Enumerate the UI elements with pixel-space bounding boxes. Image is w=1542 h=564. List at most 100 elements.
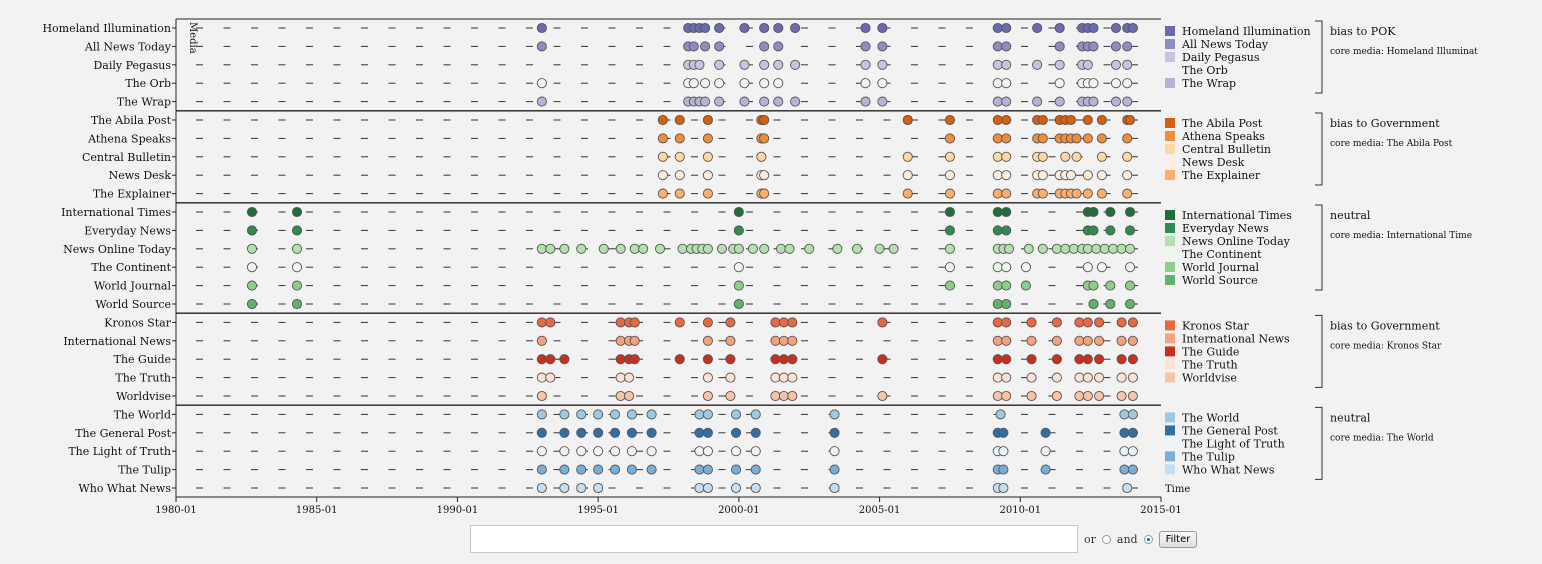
data-point bbox=[593, 446, 604, 457]
data-point bbox=[860, 41, 871, 52]
data-point bbox=[1023, 243, 1034, 254]
data-point bbox=[992, 151, 1003, 162]
row-label: The Guide bbox=[114, 353, 171, 366]
legend-swatch bbox=[1165, 170, 1175, 180]
legend-label: The Tulip bbox=[1182, 450, 1235, 463]
data-point bbox=[725, 354, 736, 365]
data-point bbox=[1110, 22, 1122, 34]
data-point bbox=[1001, 280, 1012, 291]
data-point bbox=[1051, 243, 1062, 254]
data-point bbox=[1110, 78, 1122, 89]
data-point bbox=[545, 372, 556, 383]
data-point bbox=[877, 96, 888, 107]
legend-label: The Orb bbox=[1182, 64, 1228, 77]
data-point bbox=[694, 59, 705, 70]
data-point bbox=[992, 41, 1003, 52]
data-point bbox=[1001, 59, 1012, 70]
data-point bbox=[1105, 280, 1116, 291]
data-point bbox=[992, 335, 1003, 346]
axes-layer: 1980-01 1985-01 1990-01 1995-01 2000-01 2005-… bbox=[42, 18, 1182, 516]
data-point bbox=[536, 390, 547, 402]
row-label: International News bbox=[63, 335, 171, 348]
data-point bbox=[1094, 354, 1105, 365]
data-point bbox=[1082, 390, 1093, 402]
data-point bbox=[615, 372, 626, 383]
data-point bbox=[1051, 372, 1062, 383]
data-point bbox=[291, 298, 303, 310]
row-label: News Online Today bbox=[63, 243, 172, 256]
data-point bbox=[787, 317, 798, 328]
data-point bbox=[1001, 96, 1012, 107]
legend-label: The Truth bbox=[1182, 358, 1238, 371]
data-point bbox=[657, 151, 668, 162]
data-point bbox=[1096, 114, 1107, 126]
data-point bbox=[702, 372, 713, 383]
data-point bbox=[756, 151, 767, 162]
data-point bbox=[992, 390, 1003, 402]
row-label: The Truth bbox=[115, 372, 171, 385]
data-point bbox=[1082, 335, 1093, 346]
data-point bbox=[657, 114, 668, 126]
legend-swatch bbox=[1165, 262, 1175, 272]
data-point bbox=[1065, 170, 1076, 181]
legend-swatch bbox=[1165, 346, 1175, 357]
row-label: The Explainer bbox=[93, 188, 172, 201]
data-point bbox=[1122, 41, 1133, 52]
filter-input[interactable] bbox=[470, 525, 1078, 553]
row-label: The Wrap bbox=[117, 96, 171, 109]
data-point bbox=[1001, 170, 1012, 181]
data-point bbox=[626, 427, 637, 438]
data-point bbox=[1088, 298, 1099, 310]
data-point bbox=[1054, 96, 1065, 107]
data-point bbox=[1026, 372, 1037, 383]
data-point bbox=[1122, 188, 1133, 199]
data-point bbox=[624, 390, 635, 402]
data-point bbox=[536, 354, 547, 365]
data-point bbox=[759, 243, 770, 254]
and-radio[interactable] bbox=[1143, 534, 1153, 544]
data-point bbox=[536, 317, 547, 328]
data-point bbox=[829, 482, 840, 494]
data-point bbox=[1124, 280, 1136, 291]
data-point bbox=[646, 446, 657, 457]
data-point bbox=[992, 262, 1003, 273]
data-point bbox=[1124, 114, 1136, 126]
data-point bbox=[829, 464, 840, 475]
data-point bbox=[1088, 96, 1099, 107]
data-point bbox=[877, 41, 888, 52]
or-radio[interactable] bbox=[1101, 534, 1111, 544]
data-point bbox=[694, 446, 705, 457]
data-point bbox=[609, 446, 621, 457]
data-point bbox=[1122, 170, 1133, 181]
legend-swatch bbox=[1165, 26, 1175, 36]
data-point bbox=[725, 372, 736, 383]
data-point bbox=[877, 22, 888, 34]
data-point bbox=[1051, 335, 1062, 346]
data-point bbox=[759, 41, 770, 52]
legend-swatch bbox=[1165, 359, 1175, 370]
x-tick-label: 1980-01 bbox=[155, 505, 197, 516]
data-point bbox=[559, 409, 570, 420]
legend-swatch bbox=[1165, 464, 1175, 475]
data-point bbox=[291, 225, 303, 236]
data-point bbox=[674, 188, 685, 199]
data-point bbox=[1088, 206, 1099, 218]
legend-label: International Times bbox=[1182, 209, 1292, 222]
data-point bbox=[877, 354, 888, 365]
data-point bbox=[1001, 298, 1012, 310]
data-point bbox=[1127, 409, 1138, 420]
data-point bbox=[702, 317, 713, 328]
data-point bbox=[1127, 22, 1138, 34]
data-point bbox=[1071, 188, 1082, 199]
data-point bbox=[739, 78, 750, 89]
data-point bbox=[714, 78, 725, 89]
data-point bbox=[787, 390, 798, 402]
legend-label: International News bbox=[1182, 332, 1290, 345]
filter-button[interactable]: Filter bbox=[1158, 530, 1198, 548]
data-point bbox=[1051, 390, 1062, 402]
data-point bbox=[992, 22, 1003, 34]
data-point bbox=[829, 446, 840, 457]
data-point bbox=[776, 243, 787, 254]
legend-swatch bbox=[1165, 118, 1175, 128]
data-point bbox=[1108, 243, 1119, 254]
